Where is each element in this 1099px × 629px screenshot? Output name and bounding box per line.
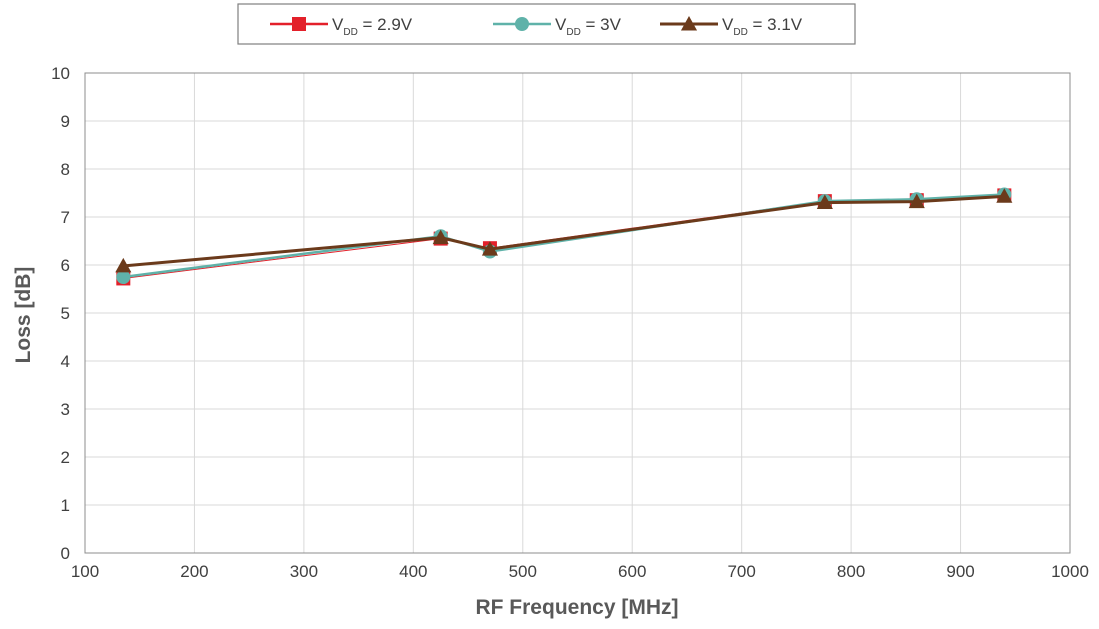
series-layer: [115, 187, 1013, 286]
y-tick-label: 8: [61, 160, 70, 179]
data-point: [996, 188, 1013, 203]
data-point: [432, 229, 449, 245]
y-tick-label: 5: [61, 304, 70, 323]
series-line: [123, 194, 1005, 279]
x-tick-label: 800: [837, 562, 865, 581]
data-point: [115, 257, 132, 273]
x-tick-label: 700: [727, 562, 755, 581]
legend-item: VDD = 3.1V: [660, 15, 803, 38]
y-tick-label: 6: [61, 256, 70, 275]
y-tick-label: 1: [61, 496, 70, 515]
x-tick-label: 500: [509, 562, 537, 581]
grid-lines: [84, 72, 1071, 554]
y-axis-title: Loss [dB]: [12, 267, 35, 364]
x-axis-title: RF Frequency [MHz]: [475, 596, 678, 619]
y-axis-ticks: 0 1 2 3 4 5 6 7 8 9 10: [51, 64, 70, 563]
y-tick-label: 9: [61, 112, 70, 131]
legend-label: VDD = 3V: [555, 15, 622, 38]
legend: VDD = 2.9V VDD = 3V VDD = 3.1V: [237, 3, 856, 45]
legend-item: VDD = 2.9V: [270, 15, 413, 38]
y-tick-label: 10: [51, 64, 70, 83]
data-point: [908, 193, 925, 209]
x-tick-label: 1000: [1051, 562, 1089, 581]
x-tick-label: 200: [180, 562, 208, 581]
x-tick-label: 900: [946, 562, 974, 581]
x-tick-label: 300: [290, 562, 318, 581]
x-tick-label: 400: [399, 562, 427, 581]
data-point: [116, 270, 131, 284]
legend-marker: [680, 15, 698, 31]
y-tick-label: 0: [61, 544, 70, 563]
x-tick-label: 100: [71, 562, 99, 581]
plot-area-border: [84, 72, 1071, 554]
data-point: [481, 241, 498, 256]
y-tick-label: 4: [61, 352, 70, 371]
y-tick-label: 3: [61, 400, 70, 419]
x-axis-ticks: 100 200 300 400 500 600 700 800 900 1000: [71, 562, 1089, 581]
legend-marker: [515, 17, 529, 31]
legend-item: VDD = 3V: [493, 15, 622, 38]
legend-marker: [292, 17, 306, 31]
data-point: [816, 194, 833, 210]
series-line: [123, 194, 1005, 268]
legend-label: VDD = 3.1V: [722, 15, 803, 38]
y-tick-label: 7: [61, 208, 70, 227]
y-tick-label: 2: [61, 448, 70, 467]
series-3: [115, 188, 1013, 273]
x-tick-label: 600: [618, 562, 646, 581]
legend-label: VDD = 2.9V: [332, 15, 413, 38]
